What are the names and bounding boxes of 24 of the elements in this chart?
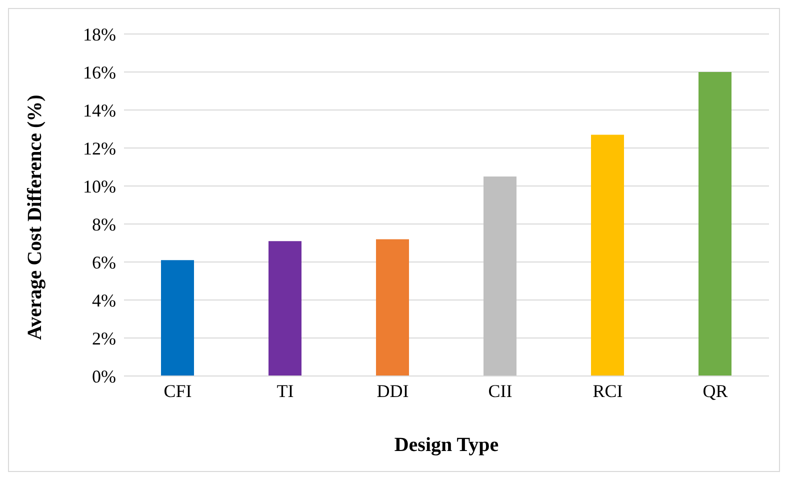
y-tick-label: 0% bbox=[92, 366, 116, 386]
y-tick-label: 6% bbox=[92, 252, 116, 272]
x-tick-label: TI bbox=[276, 380, 294, 401]
y-tick-label: 18% bbox=[83, 24, 116, 44]
y-tick-label: 8% bbox=[92, 214, 116, 234]
y-tick-label: 16% bbox=[83, 62, 116, 82]
x-tick-label: RCI bbox=[592, 380, 623, 401]
y-tick-label: 12% bbox=[83, 138, 116, 158]
y-axis-title: Average Cost Difference (%) bbox=[24, 94, 46, 340]
x-tick-label: CII bbox=[488, 380, 512, 401]
x-tick-label: CFI bbox=[164, 380, 192, 401]
x-tick-label: DDI bbox=[376, 380, 409, 401]
y-tick-label: 14% bbox=[83, 100, 116, 120]
bar bbox=[161, 260, 194, 376]
bar bbox=[484, 176, 516, 376]
bar bbox=[698, 72, 732, 376]
x-tick-label: QR bbox=[702, 380, 728, 401]
y-tick-label: 4% bbox=[92, 290, 116, 310]
y-tick-label: 2% bbox=[92, 328, 116, 348]
bar bbox=[268, 241, 302, 376]
y-tick-label: 10% bbox=[83, 176, 116, 196]
bar bbox=[376, 239, 409, 376]
bar bbox=[591, 134, 624, 376]
x-axis-title: Design Type bbox=[394, 434, 499, 456]
